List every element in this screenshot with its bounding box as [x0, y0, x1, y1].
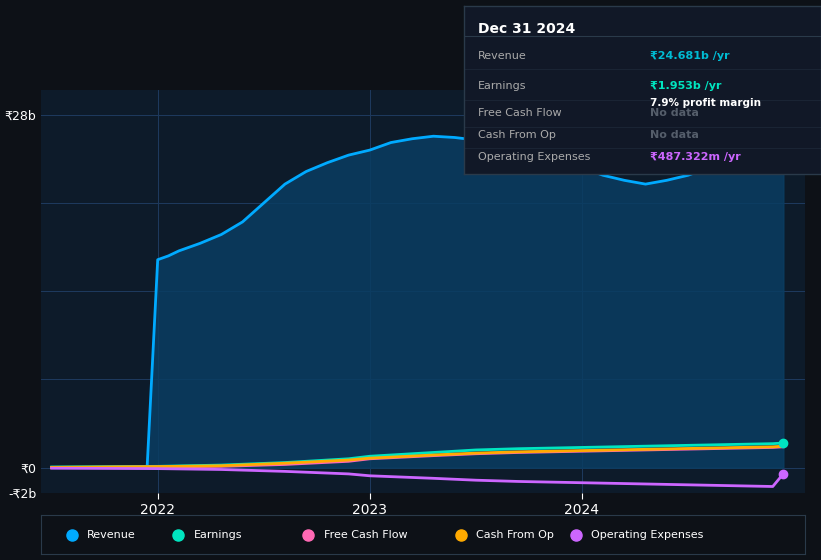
Text: Earnings: Earnings [478, 81, 526, 91]
Text: Operating Expenses: Operating Expenses [478, 152, 590, 162]
Text: Revenue: Revenue [478, 51, 527, 61]
Text: ₹1.953b /yr: ₹1.953b /yr [649, 81, 721, 91]
Text: ₹24.681b /yr: ₹24.681b /yr [649, 51, 729, 61]
Text: No data: No data [649, 130, 699, 140]
Text: Operating Expenses: Operating Expenses [591, 530, 703, 540]
Text: Cash From Op: Cash From Op [478, 130, 556, 140]
Text: Earnings: Earnings [194, 530, 242, 540]
Text: Free Cash Flow: Free Cash Flow [323, 530, 407, 540]
Text: Free Cash Flow: Free Cash Flow [478, 108, 562, 118]
Text: No data: No data [649, 108, 699, 118]
Text: Cash From Op: Cash From Op [476, 530, 554, 540]
Text: Revenue: Revenue [87, 530, 135, 540]
Text: Dec 31 2024: Dec 31 2024 [478, 22, 576, 36]
Text: 7.9% profit margin: 7.9% profit margin [649, 98, 760, 108]
Text: ₹487.322m /yr: ₹487.322m /yr [649, 152, 741, 162]
